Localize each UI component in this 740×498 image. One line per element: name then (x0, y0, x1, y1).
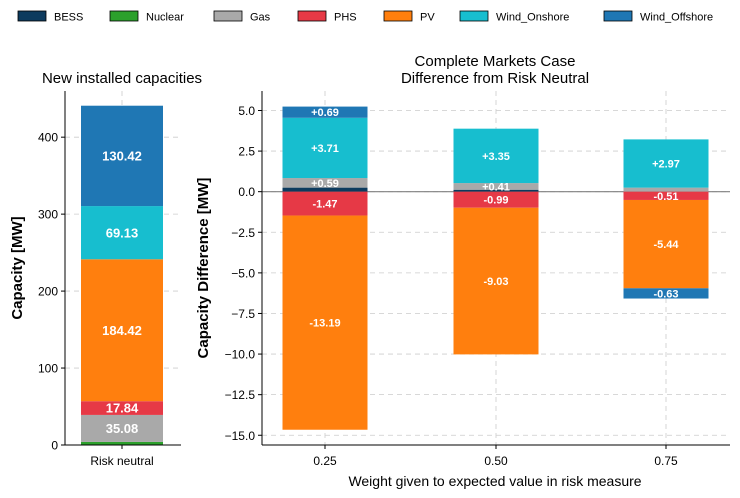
data-label-wind-offshore-0-25: +0.69 (311, 107, 339, 119)
data-label-gas-risk-neutral: 35.08 (106, 421, 139, 436)
bar-pv-0-75 (623, 199, 709, 289)
left-axes: 0 100 200 300 400 Risk neutral (38, 91, 181, 468)
data-label-pv-0-75: -5.44 (653, 239, 679, 251)
left-y-axis-label: Capacity [MW] (9, 216, 26, 319)
right-subtitle: Difference from Risk Neutral (401, 70, 589, 87)
bar-gas-0-75 (623, 187, 709, 192)
bar-wind-onshore-0-75 (623, 139, 709, 188)
data-label-wind-onshore-risk-neutral: 69.13 (106, 225, 139, 240)
data-label-phs-0-50: -0.99 (483, 195, 508, 207)
data-label-wind-offshore-0-75: -0.63 (653, 288, 678, 300)
y-tick-label: −12.5 (225, 388, 256, 402)
bar-wind-offshore-0-75 (623, 288, 709, 299)
x-tick-label-risk-neutral: Risk neutral (90, 454, 153, 468)
right-data-labels: +0.69 +3.71 +0.59 -1.47 -13.19 +3.35 +0.41 -0.9… (309, 107, 680, 329)
legend-label-nuclear: Nuclear (146, 12, 184, 24)
data-label-pv-risk-neutral: 184.42 (102, 323, 142, 338)
y-tick-label: 5.0 (238, 104, 255, 118)
left-data-labels: 35.08 17.84 184.42 69.13 130.42 (102, 149, 142, 437)
bar-wind-onshore-0-50 (453, 128, 539, 184)
data-label-pv-0-25: -13.19 (309, 318, 340, 330)
y-tick-label: −7.5 (231, 307, 255, 321)
bar-phs-risk-neutral (81, 401, 163, 415)
legend-swatch-gas (213, 10, 243, 22)
y-tick-label: 400 (38, 131, 58, 145)
data-label-phs-0-25: -1.47 (312, 199, 337, 211)
bar-gas-0-25 (282, 178, 368, 188)
bar-gas-risk-neutral (81, 414, 163, 442)
bar-phs-0-50 (453, 191, 539, 208)
data-label-gas-0-50: +0.41 (482, 181, 510, 193)
right-title: Complete Markets Case (415, 53, 576, 70)
bar-wind-onshore-risk-neutral (81, 206, 163, 260)
legend-swatch-pv (383, 10, 413, 22)
x-tick-label-0-25: 0.25 (313, 454, 337, 468)
y-tick-label: 100 (38, 362, 58, 376)
x-tick-label-0-75: 0.75 (654, 454, 678, 468)
left-panel-risk-neutral: New installed capacities Capacity [MW] 3… (9, 70, 202, 468)
data-label-gas-0-25: +0.59 (311, 178, 339, 190)
legend-label-wind-offshore: Wind_Offshore (640, 12, 713, 24)
right-panel-difference: Complete Markets Case Difference from Ri… (195, 53, 730, 489)
data-label-pv-0-50: -9.03 (483, 276, 508, 288)
bar-pv-0-50 (453, 207, 539, 355)
data-label-wind-onshore-0-50: +3.35 (482, 151, 510, 163)
right-bars (282, 106, 709, 430)
left-bars (81, 105, 163, 445)
y-tick-label: 200 (38, 285, 58, 299)
data-label-wind-onshore-0-25: +3.71 (311, 143, 339, 155)
legend-swatch-bess (17, 10, 47, 22)
y-tick-label: −15.0 (225, 429, 256, 443)
bar-wind-offshore-0-25 (282, 106, 368, 118)
legend-label-pv: PV (420, 12, 435, 24)
left-title: New installed capacities (42, 70, 202, 87)
bar-bess-0-50 (453, 189, 539, 192)
x-tick-label-0-50: 0.50 (484, 454, 508, 468)
y-tick-label: 300 (38, 208, 58, 222)
data-label-wind-onshore-0-75: +2.97 (652, 158, 680, 170)
legend-swatch-wind-offshore (603, 10, 633, 22)
legend-swatch-phs (297, 10, 327, 22)
data-label-phs-0-75: -0.51 (653, 191, 678, 203)
legend: BESS Nuclear Gas PHS PV Wind_Onshore Wind_Offs… (17, 10, 713, 24)
y-tick-label: −10.0 (225, 348, 256, 362)
bar-phs-0-75 (623, 191, 709, 200)
bar-phs-0-25 (282, 191, 368, 216)
data-label-wind-offshore-risk-neutral: 130.42 (102, 149, 142, 164)
y-tick-label: −2.5 (231, 226, 255, 240)
bar-nuclear-risk-neutral (81, 441, 163, 445)
bar-pv-risk-neutral (81, 259, 163, 402)
right-y-axis-label: Capacity Difference [MW] (195, 178, 212, 359)
data-label-phs-risk-neutral: 17.84 (106, 401, 139, 416)
y-tick-label: 0.0 (238, 185, 255, 199)
y-tick-label: 2.5 (238, 145, 255, 159)
legend-label-bess: BESS (54, 12, 83, 24)
right-x-axis-label: Weight given to expected value in risk m… (348, 473, 641, 489)
legend-swatch-wind-onshore (459, 10, 489, 22)
y-tick-label: 0 (51, 439, 58, 453)
bar-wind-offshore-risk-neutral (81, 105, 163, 207)
legend-label-gas: Gas (250, 12, 271, 24)
right-axes: −15.0 −12.5 −10.0 −7.5 −5.0 −2.5 0.0 2.5 5.0 0.25… (225, 91, 730, 468)
y-tick-label: −5.0 (231, 266, 255, 280)
bar-pv-0-25 (282, 215, 368, 430)
bar-wind-onshore-0-25 (282, 117, 368, 179)
legend-swatch-nuclear (109, 10, 139, 22)
legend-label-wind-onshore: Wind_Onshore (496, 12, 569, 24)
bar-bess-0-25 (282, 187, 368, 192)
legend-label-phs: PHS (334, 12, 357, 24)
bar-gas-0-50 (453, 183, 539, 190)
